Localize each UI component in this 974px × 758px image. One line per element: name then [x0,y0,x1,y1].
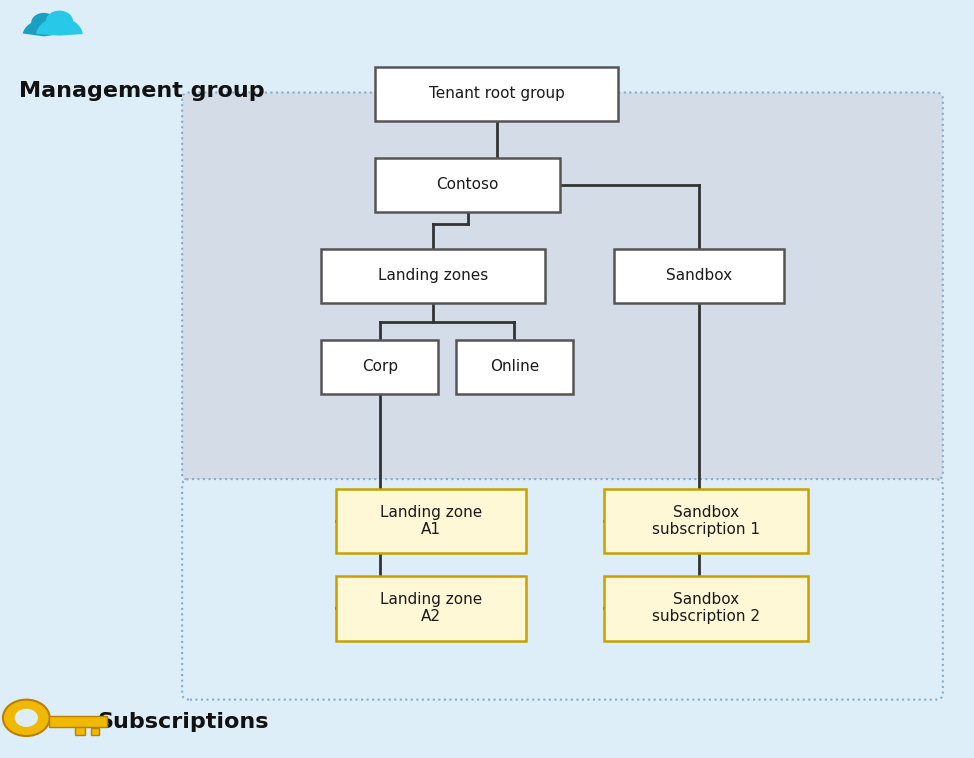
FancyBboxPatch shape [182,92,943,480]
Bar [321,249,545,303]
Text: Sandbox: Sandbox [666,268,731,283]
Wedge shape [22,20,65,36]
Text: Management group: Management group [19,81,265,101]
Bar [604,576,808,641]
Text: Landing zones: Landing zones [378,268,489,283]
Bar [614,249,784,303]
Text: Landing zone
A1: Landing zone A1 [380,505,482,537]
Bar [375,67,618,121]
Bar [456,340,573,394]
Bar [75,727,85,735]
Bar [336,489,526,553]
Bar [49,716,107,727]
Circle shape [15,709,38,727]
Bar [321,340,438,394]
Text: Contoso: Contoso [436,177,499,193]
Text: Sandbox
subscription 1: Sandbox subscription 1 [653,505,760,537]
Wedge shape [36,17,83,36]
Bar [604,489,808,553]
Text: Tenant root group: Tenant root group [429,86,565,102]
Bar [375,158,560,212]
Circle shape [31,13,56,33]
Text: Online: Online [490,359,539,374]
Bar [91,728,99,735]
FancyBboxPatch shape [182,479,943,700]
Bar [336,576,526,641]
Circle shape [3,700,50,736]
Circle shape [46,11,73,32]
Text: Corp: Corp [361,359,398,374]
Text: Subscriptions: Subscriptions [97,712,269,731]
Text: Sandbox
subscription 2: Sandbox subscription 2 [653,592,760,625]
Text: Landing zone
A2: Landing zone A2 [380,592,482,625]
